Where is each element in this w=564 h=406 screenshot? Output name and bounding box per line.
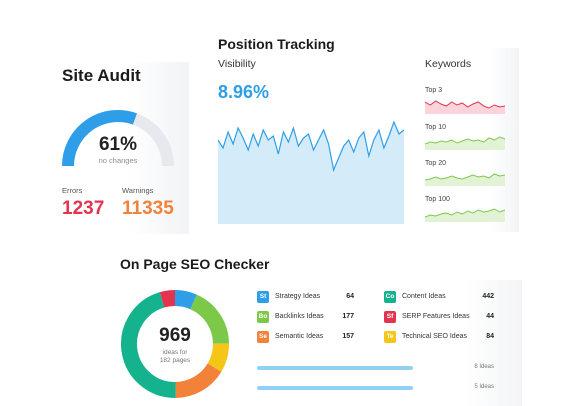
site-audit-title: Site Audit (62, 66, 141, 85)
keyword-sparkline-top10 (425, 136, 505, 150)
donut-segment-technical (207, 343, 229, 372)
ideas-progress-label-2: 5 Ideas (474, 384, 494, 390)
idea-count-serp-features: 44 (486, 313, 494, 320)
technical-badge-icon: Te (384, 330, 396, 343)
visibility-area (218, 122, 404, 224)
ideas-total-subtitle-line1: ideas for (162, 349, 188, 356)
site-audit-subtitle: no changes (98, 156, 138, 165)
idea-count-technical-seo: 84 (486, 333, 494, 340)
ideas-donut-chart (121, 290, 229, 398)
donut-segment-semantic (175, 363, 222, 398)
idea-serp-features[interactable]: Sf SERP Features Ideas (384, 310, 470, 323)
seo-checker-card (240, 280, 522, 406)
donut-segment-backlinks (189, 294, 229, 345)
idea-semantic[interactable]: Se Semantic Ideas (257, 330, 323, 343)
ideas-total-subtitle: ideas for 182 pages (135, 349, 215, 365)
donut-segment-strategy (174, 290, 197, 310)
donut-segment-content (121, 292, 176, 398)
idea-count-content: 442 (482, 293, 494, 300)
strategy-badge-icon: St (257, 290, 269, 303)
idea-label: Semantic Ideas (275, 333, 324, 340)
idea-label: SERP Features Ideas (402, 313, 470, 320)
idea-label: Content Ideas (402, 293, 446, 300)
keyword-row-top20-label: Top 20 (425, 160, 447, 167)
visibility-line (218, 120, 404, 173)
keywords-title: Keywords (425, 58, 472, 70)
ideas-total: 969 (159, 325, 191, 346)
serp-badge-icon: Sf (384, 310, 396, 323)
position-tracking-title: Position Tracking (218, 36, 335, 52)
backlinks-badge-icon: Bo (257, 310, 269, 323)
seo-checker-title: On Page SEO Checker (120, 256, 270, 272)
ideas-total-subtitle-line2: 182 pages (159, 357, 191, 364)
keyword-sparkline-top3 (425, 100, 505, 114)
ideas-progress-label-1: 8 Ideas (474, 364, 494, 370)
ideas-progress-bar-2 (257, 386, 414, 390)
keyword-row-top10-label: Top 10 (425, 124, 447, 131)
idea-technical-seo[interactable]: Te Technical SEO Ideas (384, 330, 467, 343)
keyword-row-top100-label: Top 100 (425, 196, 450, 203)
idea-backlinks[interactable]: Bo Backlinks Ideas (257, 310, 324, 323)
keyword-sparkline-top100 (425, 208, 505, 222)
errors-label: Errors (62, 186, 83, 195)
keyword-row-top3-label: Top 3 (425, 87, 443, 94)
idea-count-semantic: 157 (342, 333, 354, 340)
semantic-badge-icon: Se (257, 330, 269, 343)
content-badge-icon: Co (384, 290, 396, 303)
donut-segment-serp (159, 290, 176, 308)
gauge-fill (62, 110, 137, 167)
site-audit-percent: 61% (98, 134, 138, 155)
warnings-value: 11335 (122, 198, 174, 219)
visibility-value: 8.96% (218, 82, 270, 102)
idea-label: Backlinks Ideas (275, 313, 324, 320)
idea-count-strategy: 64 (346, 293, 354, 300)
ideas-progress-bar-1 (257, 366, 414, 370)
errors-value: 1237 (62, 198, 105, 219)
idea-strategy[interactable]: St Strategy Ideas (257, 290, 320, 303)
idea-label: Technical SEO Ideas (402, 333, 467, 340)
site-audit-gauge (62, 110, 174, 167)
idea-label: Strategy Ideas (275, 293, 321, 300)
visibility-label: Visibility (218, 58, 256, 70)
keyword-sparkline-top20 (425, 173, 505, 186)
warnings-label: Warnings (122, 186, 154, 195)
idea-content[interactable]: Co Content Ideas (384, 290, 446, 303)
visibility-chart (218, 120, 404, 224)
idea-count-backlinks: 177 (342, 313, 354, 320)
